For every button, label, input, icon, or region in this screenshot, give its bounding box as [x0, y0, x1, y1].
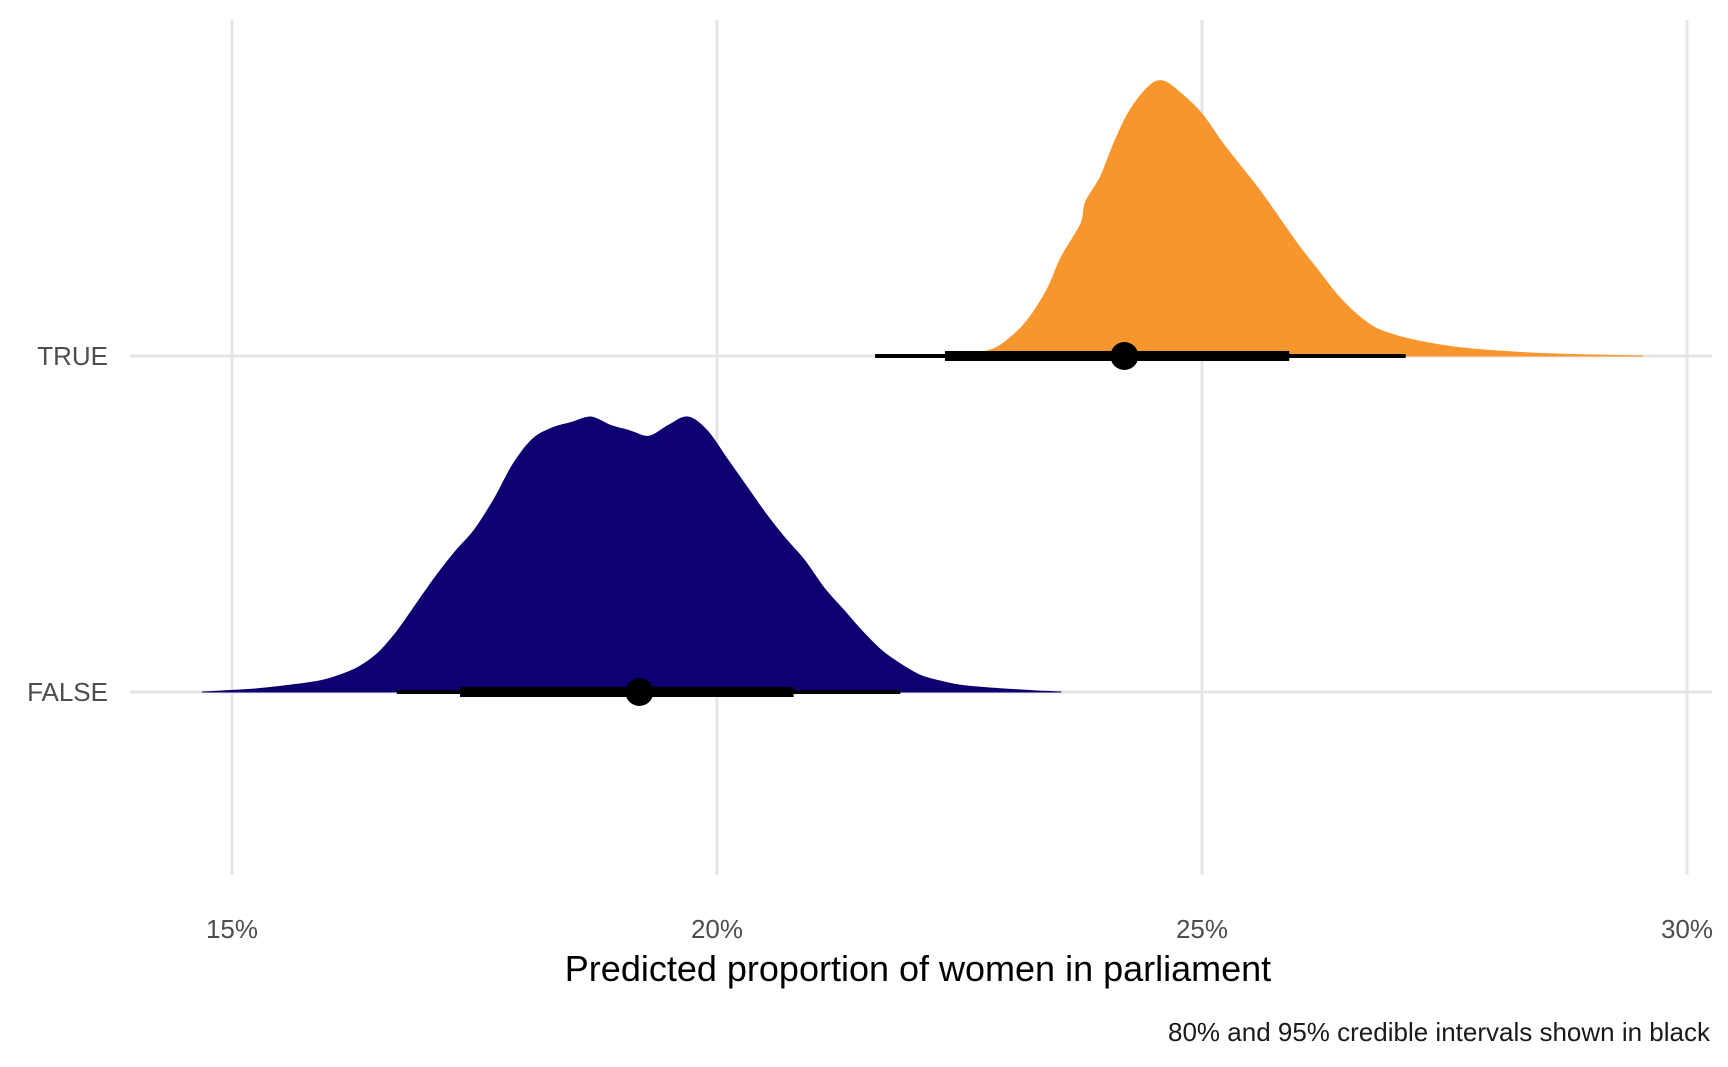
grid-layer [130, 20, 1712, 875]
y-tick-label: TRUE [37, 341, 108, 371]
y-tick-label: FALSE [27, 677, 108, 707]
density-false [201, 416, 1062, 693]
point-estimate-true [1110, 342, 1139, 370]
x-tick-label: 15% [206, 914, 258, 944]
interval-layer [396, 342, 1406, 706]
density-layer [201, 80, 1644, 693]
chart-caption: 80% and 95% credible intervals shown in … [1168, 1017, 1711, 1047]
x-tick-label: 30% [1661, 914, 1713, 944]
x-tick-label: 20% [691, 914, 743, 944]
x-tick-label: 25% [1176, 914, 1228, 944]
point-estimate-false [625, 678, 654, 706]
label-layer: 15% 20% 25% 30% TRUE FALSE [27, 341, 1713, 944]
x-axis-title: Predicted proportion of women in parliam… [565, 948, 1271, 989]
density-true [906, 80, 1644, 357]
